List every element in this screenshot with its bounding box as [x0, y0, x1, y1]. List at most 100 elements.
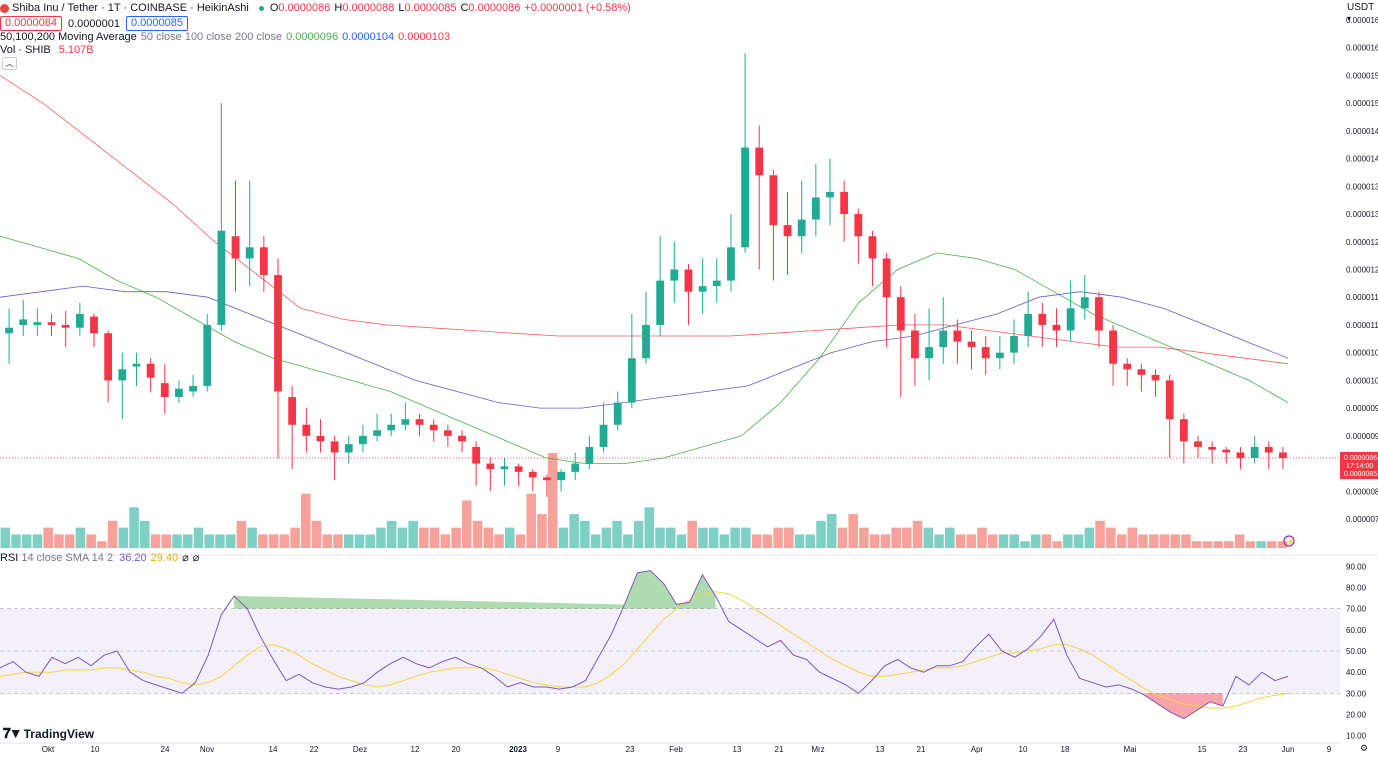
- candle-body: [670, 269, 679, 281]
- volume-bar: [977, 527, 987, 548]
- volume-bar: [612, 520, 622, 548]
- volume-bar: [1095, 520, 1105, 548]
- volume-bar: [11, 534, 21, 548]
- ohlc-change: +0.0000001 (+0.58%): [524, 2, 631, 14]
- volume-bar: [311, 520, 322, 548]
- volume-bar: [869, 534, 880, 548]
- candle-body: [1024, 313, 1033, 337]
- volume-bar: [955, 534, 966, 548]
- volume-bar: [440, 534, 451, 548]
- tradingview-logo[interactable]: 𝟕▼ TradingView: [3, 725, 94, 742]
- time-axis-tick: Dez: [353, 745, 367, 754]
- volume-bar: [633, 520, 644, 548]
- candle-body: [203, 324, 212, 386]
- candle-body: [274, 275, 282, 392]
- volume-bar: [86, 534, 96, 548]
- overlays: 0.0000086 17:14:00 0.0000085 ⚡: [0, 452, 1378, 547]
- candle-body: [344, 444, 353, 453]
- candle-body: [1236, 452, 1245, 459]
- currency-selector[interactable]: USDT ▾: [1347, 2, 1378, 24]
- volume-bar: [129, 507, 139, 548]
- volume-bar: [1116, 534, 1127, 548]
- volume-bar: [408, 520, 418, 548]
- volume-bar: [472, 520, 483, 548]
- ohlc-l-value: 0.0000085: [404, 2, 457, 14]
- rsi-sma-line: [0, 591, 1289, 709]
- candle-body: [5, 327, 13, 334]
- vol-legend[interactable]: Vol · SHIB 5.107B: [0, 44, 98, 56]
- candle-body: [797, 219, 806, 237]
- countdown-label: 17:14:00: [1346, 463, 1373, 470]
- collapse-legend-button[interactable]: ︿: [2, 57, 17, 70]
- volume-bar: [236, 520, 247, 548]
- volume-bar: [676, 534, 687, 548]
- volume-bar: [665, 527, 676, 548]
- ma-legend[interactable]: 50,100,200 Moving Average 50 close 100 c…: [0, 31, 454, 43]
- candle-body: [925, 347, 933, 359]
- rsi-legend-title: RSI: [0, 551, 19, 564]
- candle-body: [783, 225, 792, 237]
- volume-bar: [923, 527, 934, 548]
- volume-bar: [1084, 527, 1095, 548]
- volume-bar: [462, 500, 472, 548]
- symbol-logo-icon: [0, 3, 9, 13]
- candle-body: [118, 369, 127, 381]
- candle-body: [217, 230, 226, 325]
- volume-bar: [1127, 527, 1138, 548]
- rsi-axis-tick: 50.00: [1346, 647, 1367, 656]
- symbol-title[interactable]: Shiba Inu / Tether · 1T · COINBASE · Hei…: [12, 2, 249, 14]
- candle-body: [627, 358, 636, 403]
- candle-body: [712, 280, 721, 287]
- volume-bar: [1224, 541, 1234, 548]
- candle-body: [1264, 446, 1273, 453]
- volume-bar: [1234, 534, 1245, 548]
- time-axis-tick: 15: [1198, 745, 1207, 754]
- volume-bar: [1213, 541, 1223, 548]
- ohlc-c-label: C: [460, 2, 469, 14]
- volume-bar: [837, 527, 848, 548]
- bid-price-button[interactable]: 0.0000084: [0, 16, 62, 31]
- volume-bar: [719, 534, 730, 548]
- price-axis-tick: 0.0000155: [1346, 71, 1378, 80]
- spread-value: 0.0000001: [68, 17, 120, 30]
- time-axis-tick: 2023: [509, 745, 527, 754]
- time-axis-tick: 21: [775, 745, 784, 754]
- volume-bar: [204, 534, 214, 548]
- volume-bar: [32, 534, 43, 548]
- time-axis-tick: 23: [1239, 745, 1248, 754]
- volume-bar: [537, 514, 547, 548]
- volume-bar: [0, 527, 11, 548]
- ohlc-l-label: L: [398, 2, 405, 14]
- volume-bar: [580, 520, 590, 548]
- candle-body: [1052, 324, 1061, 331]
- ma-legend-params: 50 close 100 close 200 close: [140, 31, 283, 43]
- volume-bar: [1245, 541, 1256, 548]
- event-marker-icon[interactable]: [1283, 535, 1295, 547]
- candle-body: [90, 316, 98, 334]
- candle-body: [1095, 297, 1103, 331]
- candle-body: [543, 477, 551, 481]
- time-axis-tick: 22: [310, 745, 319, 754]
- time-axis-tick: Feb: [669, 745, 683, 754]
- settings-gear-icon[interactable]: ⚙: [1360, 744, 1368, 754]
- rsi-axis-tick: 40.00: [1346, 668, 1367, 677]
- rsi-axis-tick: 10.00: [1346, 732, 1367, 741]
- ma200-value: 0.0000103: [398, 31, 451, 43]
- time-axis-tick: 13: [876, 745, 885, 754]
- candle-body: [557, 471, 565, 481]
- volume-bar: [322, 534, 333, 548]
- candle-body: [1010, 336, 1018, 353]
- ask-price-button[interactable]: 0.0000085: [126, 16, 188, 31]
- volume-bar: [1063, 534, 1073, 548]
- volume-bar: [419, 527, 429, 548]
- volume-bar: [429, 527, 440, 548]
- rsi-legend[interactable]: RSI 14 close SMA 14 2 36.20 29.40 ⌀ ⌀: [0, 551, 203, 565]
- volume-bar: [494, 534, 504, 548]
